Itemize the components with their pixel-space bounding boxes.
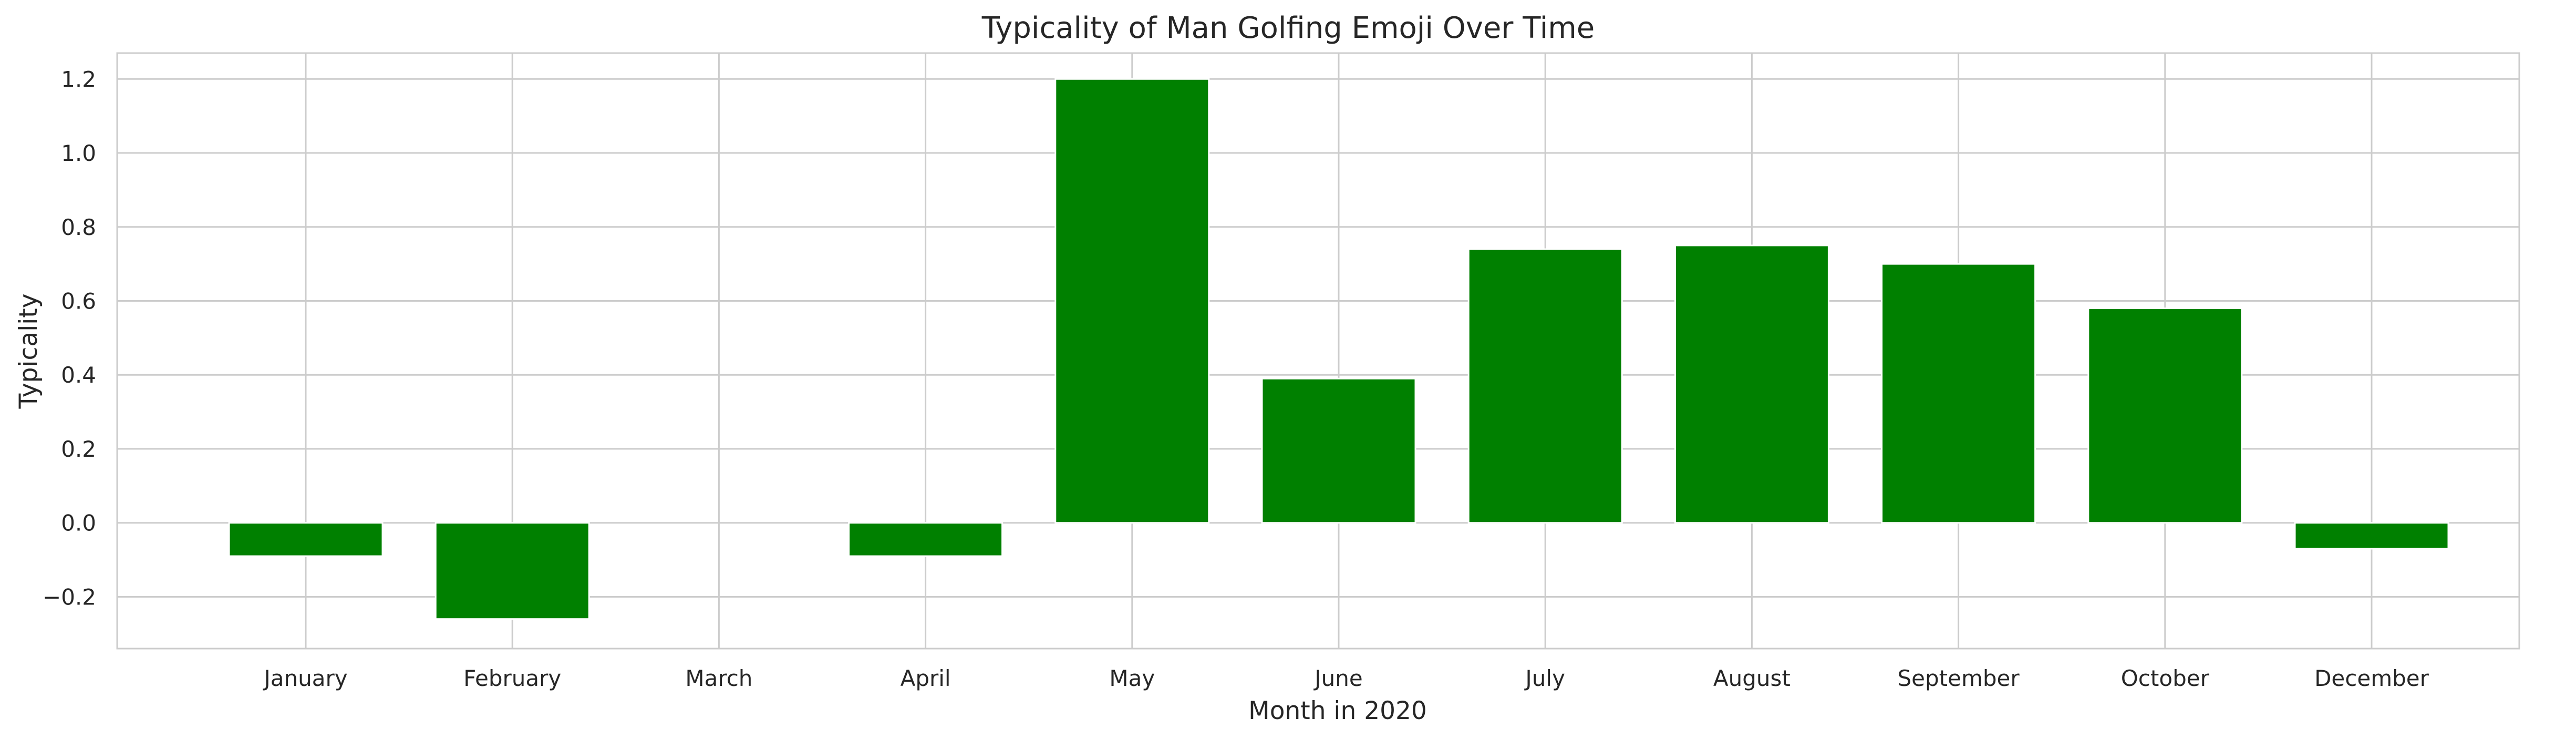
- bar-april: [848, 522, 1003, 557]
- x-tick-label: December: [2314, 665, 2429, 691]
- x-tick-label: March: [685, 665, 752, 691]
- bar-february: [434, 522, 590, 620]
- bar-september: [1881, 263, 2036, 524]
- bar-december: [2294, 522, 2449, 550]
- y-tick-label: 0.0: [61, 510, 96, 536]
- y-axis-label: Typicality: [14, 293, 43, 409]
- x-tick-label: May: [1109, 665, 1155, 691]
- bars: [228, 78, 2449, 620]
- y-tick-label: 1.0: [61, 140, 96, 166]
- x-axis-ticks: January February March April May June July Augu…: [262, 665, 2429, 691]
- bar-october: [2087, 307, 2243, 524]
- x-tick-label: June: [1313, 665, 1362, 691]
- plot-frame: [116, 52, 2520, 650]
- y-tick-label: 1.2: [61, 66, 96, 92]
- x-tick-label: February: [463, 665, 561, 691]
- x-tick-label: July: [1524, 665, 1565, 691]
- y-tick-label: 0.4: [61, 362, 96, 388]
- y-tick-label: 0.6: [61, 288, 96, 314]
- bar-may: [1054, 78, 1210, 524]
- y-axis-ticks: −0.2 0.0 0.2 0.4 0.6 0.8 1.0 1.2: [43, 66, 96, 610]
- x-tick-label: April: [901, 665, 951, 691]
- x-tick-label: September: [1898, 665, 2020, 691]
- bar-july: [1467, 248, 1623, 524]
- x-tick-label: October: [2121, 665, 2210, 691]
- bar-august: [1674, 244, 1829, 524]
- bar-june: [1261, 377, 1416, 524]
- y-tick-label: −0.2: [43, 584, 96, 610]
- y-tick-label: 0.2: [61, 436, 96, 462]
- chart-title: Typicality of Man Golfing Emoji Over Tim…: [981, 11, 1595, 45]
- x-tick-label: August: [1713, 665, 1791, 691]
- bar-january: [228, 522, 384, 557]
- x-tick-label: January: [262, 665, 347, 691]
- y-tick-label: 0.8: [61, 214, 96, 240]
- x-axis-label: Month in 2020: [1248, 696, 1427, 725]
